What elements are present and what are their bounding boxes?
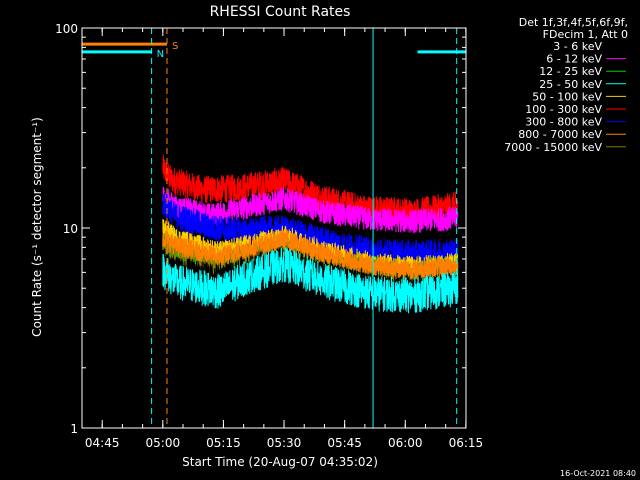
x-axis-label: Start Time (20-Aug-07 04:35:02)	[182, 455, 378, 469]
chart-title: RHESSI Count Rates	[210, 4, 351, 20]
flag-label-0: N	[157, 49, 164, 60]
legend-entry-4: 50 - 100 keV	[532, 90, 602, 103]
y-tick-label-2: 100	[55, 22, 78, 36]
x-tick-label-3: 05:30	[267, 436, 302, 450]
y-tick-label-0: 1	[70, 422, 78, 436]
y-tick-label-1: 10	[63, 222, 78, 236]
legend: Det 1f,3f,4f,5f,6f,9f,FDecim 1, Att 03 -…	[504, 16, 628, 154]
legend-header-0: Det 1f,3f,4f,5f,6f,9f,	[519, 16, 628, 29]
axes: 04:45 05:00 05:15 05:30 05:45 06:00 06:15 1 10 10…	[55, 22, 483, 450]
legend-entry-7: 800 - 7000 keV	[518, 128, 602, 141]
flag-label-1: S	[172, 41, 178, 52]
series-line-8	[162, 247, 459, 314]
series-line-1	[162, 186, 459, 234]
legend-entry-0: 3 - 6 keV	[553, 40, 602, 53]
legend-entry-1: 6 - 12 keV	[546, 53, 602, 66]
x-tick-label-1: 05:00	[146, 436, 181, 450]
y-axis-label: Count Rate (s⁻¹ detector segment⁻¹)	[30, 117, 44, 337]
x-tick-label-2: 05:15	[206, 436, 241, 450]
series-line-7	[162, 229, 459, 280]
footer-timestamp: 16-Oct-2021 08:40	[560, 469, 636, 478]
series-group	[162, 154, 459, 314]
x-tick-label-6: 06:15	[449, 436, 484, 450]
legend-entry-8: 7000 - 15000 keV	[504, 141, 602, 154]
x-tick-label-4: 05:45	[327, 436, 362, 450]
legend-entry-5: 100 - 300 keV	[525, 103, 602, 116]
x-tick-label-0: 04:45	[85, 436, 120, 450]
legend-entry-3: 25 - 50 keV	[539, 78, 602, 91]
legend-entry-6: 300 - 800 keV	[525, 116, 602, 129]
legend-entry-2: 12 - 25 keV	[539, 65, 602, 78]
x-tick-label-5: 06:00	[388, 436, 423, 450]
legend-header-1: FDecim 1, Att 0	[543, 28, 628, 41]
series-line-2	[162, 192, 459, 268]
